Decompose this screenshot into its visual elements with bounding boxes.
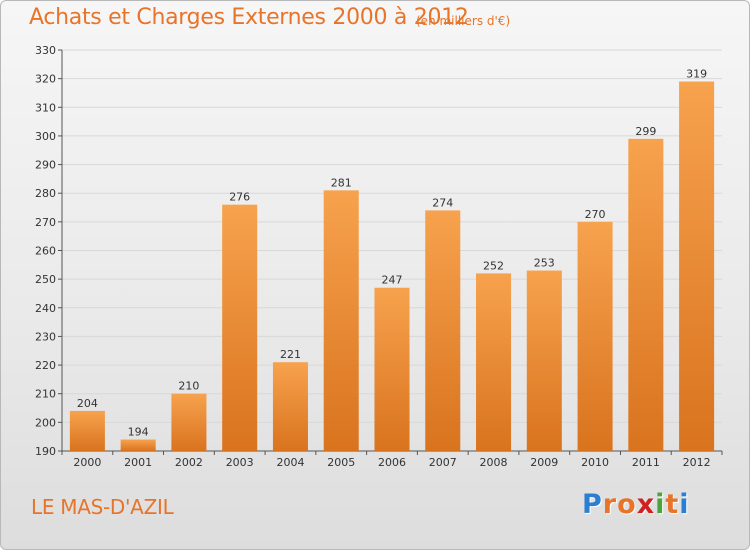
logo-letter: i <box>679 489 690 520</box>
data-label: 252 <box>483 259 504 272</box>
bar <box>69 410 105 451</box>
logo-letter: P <box>582 489 603 520</box>
y-tick-label: 250 <box>35 273 56 286</box>
bar <box>628 138 664 452</box>
y-tick-label: 220 <box>35 359 56 372</box>
y-tick-label: 270 <box>35 216 56 229</box>
bar <box>526 270 562 451</box>
bars <box>69 81 715 452</box>
labels: 204 2000 194 2001 210 2002 276 2003 221 2004 281 20… <box>73 68 710 469</box>
y-tick-label: 260 <box>35 245 56 258</box>
bar <box>171 393 207 451</box>
x-tick-label: 2007 <box>429 456 457 469</box>
y-tick-label: 230 <box>35 330 56 343</box>
y-tick-label: 190 <box>35 445 56 458</box>
x-tick-label: 2012 <box>683 456 711 469</box>
data-label: 319 <box>686 68 707 81</box>
x-tick-label: 2003 <box>226 456 254 469</box>
y-tick-label: 280 <box>35 187 56 200</box>
data-label: 253 <box>534 257 555 270</box>
bar <box>679 81 715 451</box>
logo-letter: r <box>602 489 618 520</box>
data-label: 221 <box>280 348 301 361</box>
proxiti-logo: Proxiti <box>582 489 690 520</box>
y-tick-label: 200 <box>35 416 56 429</box>
data-label: 299 <box>635 125 656 138</box>
x-tick-label: 2005 <box>327 456 355 469</box>
y-tick-label: 310 <box>35 101 56 114</box>
y-tick-label: 240 <box>35 302 56 315</box>
data-label: 210 <box>178 380 199 393</box>
x-tick-label: 2008 <box>480 456 508 469</box>
bar <box>222 204 258 451</box>
bar <box>425 210 461 451</box>
y-tick-label: 210 <box>35 388 56 401</box>
x-tick-label: 2000 <box>73 456 101 469</box>
data-label: 276 <box>229 191 250 204</box>
bar <box>272 362 308 451</box>
x-tick-label: 2010 <box>581 456 609 469</box>
logo-letter: i <box>655 489 666 520</box>
logo-letter: o <box>617 489 637 520</box>
y-tick-label: 330 <box>35 44 56 57</box>
x-tick-label: 2009 <box>530 456 558 469</box>
x-tick-label: 2002 <box>175 456 203 469</box>
logo-letter: t <box>665 489 680 520</box>
data-label: 247 <box>382 274 403 287</box>
chart-unit: (en milliers d'€) <box>416 14 511 28</box>
data-label: 281 <box>331 176 352 189</box>
logo-letter: x <box>636 489 656 520</box>
y-tick-label: 320 <box>35 73 56 86</box>
y-tick-label: 300 <box>35 130 56 143</box>
bar <box>120 439 156 451</box>
chart-title: Achats et Charges Externes 2000 à 2012 <box>29 5 469 30</box>
x-tick-label: 2004 <box>276 456 304 469</box>
data-label: 204 <box>77 397 98 410</box>
data-label: 270 <box>585 208 606 221</box>
bar <box>323 190 359 451</box>
x-tick-label: 2006 <box>378 456 406 469</box>
y-tick-label: 290 <box>35 159 56 172</box>
commune-name: LE MAS-D'AZIL <box>31 495 174 519</box>
bar <box>374 287 410 451</box>
data-label: 194 <box>128 426 149 439</box>
x-tick-label: 2011 <box>632 456 660 469</box>
bar <box>577 221 613 451</box>
bar <box>476 273 512 451</box>
data-label: 274 <box>432 196 453 209</box>
x-tick-label: 2001 <box>124 456 152 469</box>
